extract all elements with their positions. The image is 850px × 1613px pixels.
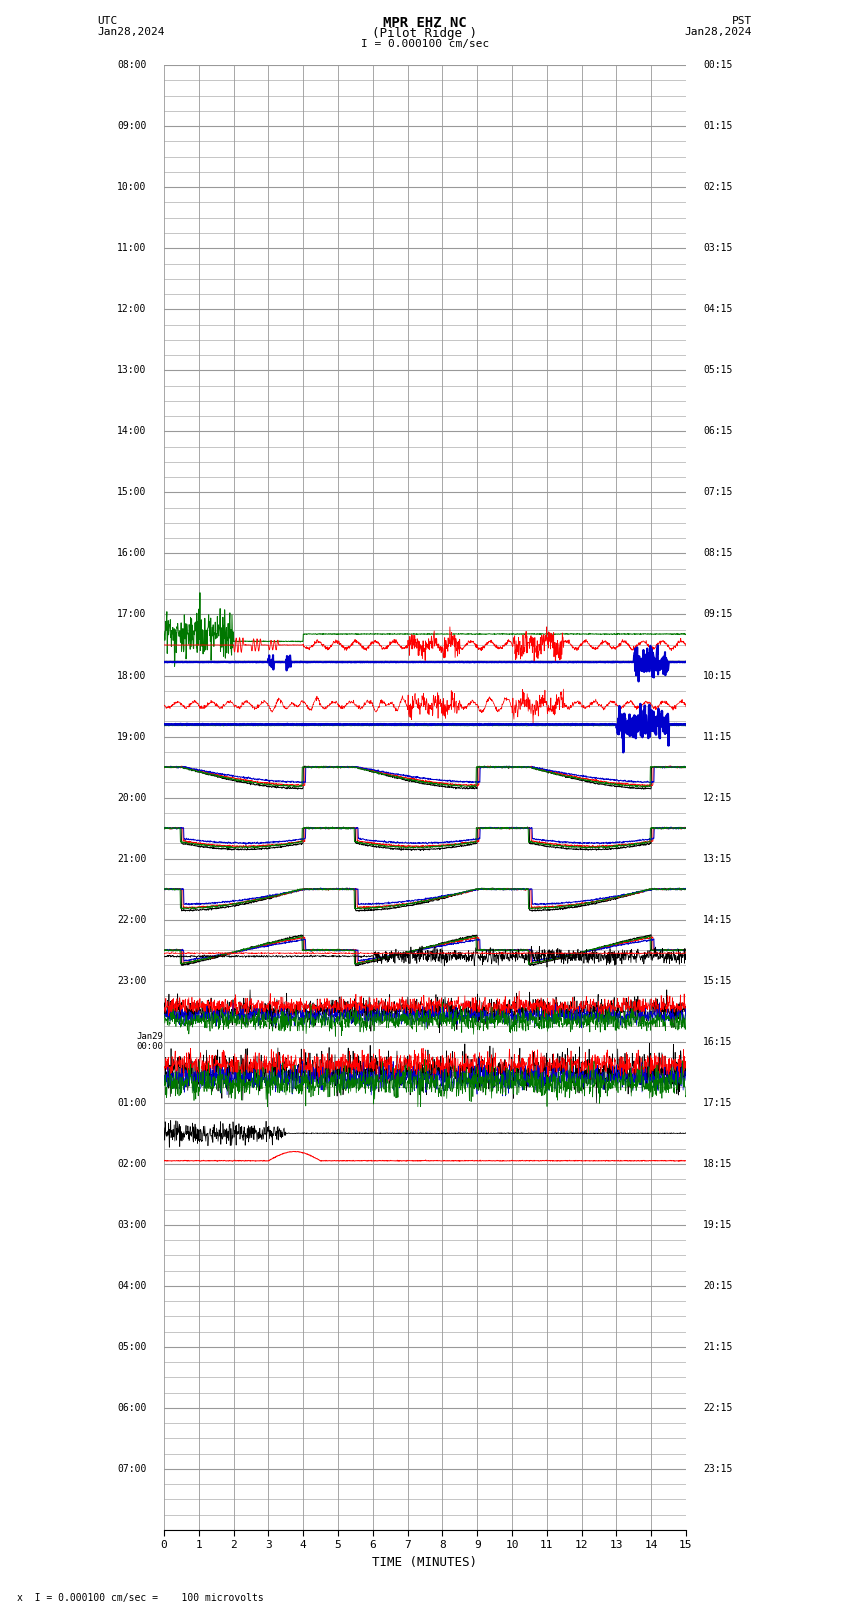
- Text: 20:00: 20:00: [117, 792, 147, 803]
- Text: 17:00: 17:00: [117, 610, 147, 619]
- Text: 12:00: 12:00: [117, 305, 147, 315]
- Text: 10:00: 10:00: [117, 182, 147, 192]
- Text: 16:00: 16:00: [117, 548, 147, 558]
- Text: 06:15: 06:15: [703, 426, 733, 437]
- Text: 03:15: 03:15: [703, 244, 733, 253]
- Text: 05:00: 05:00: [117, 1342, 147, 1352]
- Text: 07:15: 07:15: [703, 487, 733, 497]
- X-axis label: TIME (MINUTES): TIME (MINUTES): [372, 1557, 478, 1569]
- Text: 19:15: 19:15: [703, 1219, 733, 1229]
- Text: 09:00: 09:00: [117, 121, 147, 131]
- Text: 10:15: 10:15: [703, 671, 733, 681]
- Text: 13:00: 13:00: [117, 365, 147, 376]
- Text: 02:15: 02:15: [703, 182, 733, 192]
- Text: 11:15: 11:15: [703, 732, 733, 742]
- Text: MPR EHZ NC: MPR EHZ NC: [383, 16, 467, 31]
- Text: 23:00: 23:00: [117, 976, 147, 986]
- Text: (Pilot Ridge ): (Pilot Ridge ): [372, 27, 478, 40]
- Text: 01:00: 01:00: [117, 1098, 147, 1108]
- Text: Jan28,2024: Jan28,2024: [685, 27, 752, 37]
- Text: 12:15: 12:15: [703, 792, 733, 803]
- Text: 20:15: 20:15: [703, 1281, 733, 1290]
- Text: 04:15: 04:15: [703, 305, 733, 315]
- Text: 09:15: 09:15: [703, 610, 733, 619]
- Text: x  I = 0.000100 cm/sec =    100 microvolts: x I = 0.000100 cm/sec = 100 microvolts: [17, 1594, 264, 1603]
- Text: 06:00: 06:00: [117, 1403, 147, 1413]
- Text: 22:00: 22:00: [117, 915, 147, 924]
- Text: 05:15: 05:15: [703, 365, 733, 376]
- Text: 08:15: 08:15: [703, 548, 733, 558]
- Text: 15:00: 15:00: [117, 487, 147, 497]
- Text: 00:15: 00:15: [703, 60, 733, 69]
- Text: 22:15: 22:15: [703, 1403, 733, 1413]
- Text: 19:00: 19:00: [117, 732, 147, 742]
- Text: 23:15: 23:15: [703, 1465, 733, 1474]
- Text: Jan28,2024: Jan28,2024: [98, 27, 165, 37]
- Text: 14:15: 14:15: [703, 915, 733, 924]
- Text: 04:00: 04:00: [117, 1281, 147, 1290]
- Text: 13:15: 13:15: [703, 853, 733, 863]
- Text: 18:15: 18:15: [703, 1158, 733, 1169]
- Text: 11:00: 11:00: [117, 244, 147, 253]
- Text: 21:15: 21:15: [703, 1342, 733, 1352]
- Text: 18:00: 18:00: [117, 671, 147, 681]
- Text: 07:00: 07:00: [117, 1465, 147, 1474]
- Text: 17:15: 17:15: [703, 1098, 733, 1108]
- Text: 01:15: 01:15: [703, 121, 733, 131]
- Text: PST: PST: [732, 16, 752, 26]
- Text: 02:00: 02:00: [117, 1158, 147, 1169]
- Text: I = 0.000100 cm/sec: I = 0.000100 cm/sec: [361, 39, 489, 48]
- Text: 03:00: 03:00: [117, 1219, 147, 1229]
- Text: 08:00: 08:00: [117, 60, 147, 69]
- Text: 15:15: 15:15: [703, 976, 733, 986]
- Text: 16:15: 16:15: [703, 1037, 733, 1047]
- Text: 14:00: 14:00: [117, 426, 147, 437]
- Text: Jan29
00:00: Jan29 00:00: [136, 1032, 163, 1052]
- Text: 21:00: 21:00: [117, 853, 147, 863]
- Text: UTC: UTC: [98, 16, 118, 26]
